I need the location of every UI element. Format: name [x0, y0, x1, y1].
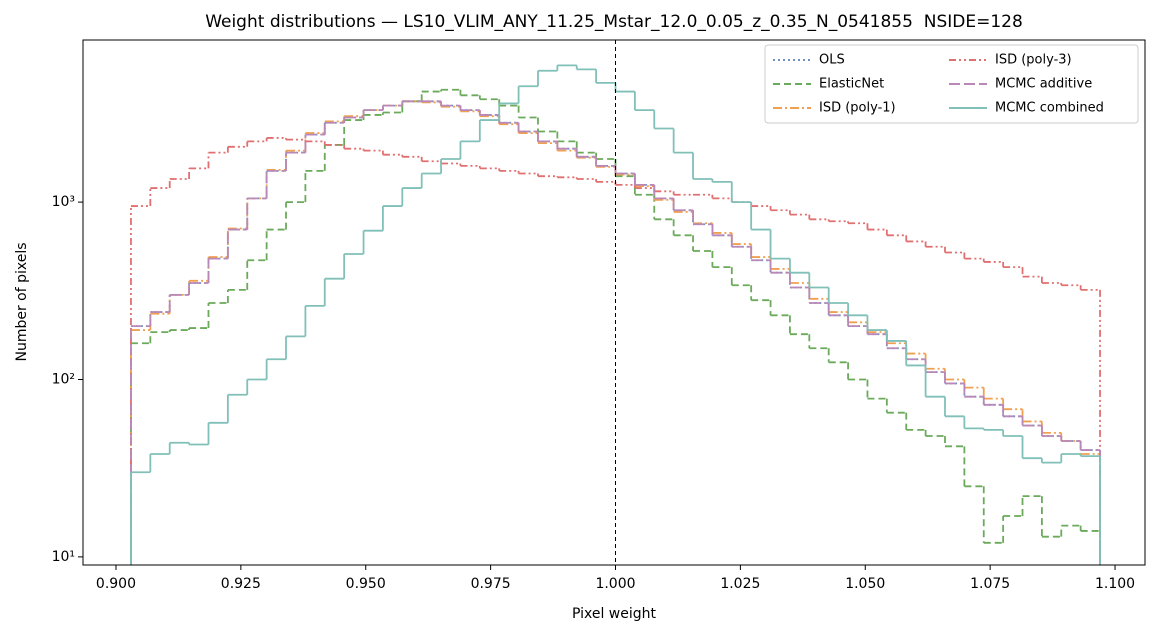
legend-label: MCMC additive: [995, 77, 1092, 92]
y-axis-label: Number of pixels: [14, 242, 30, 361]
x-axis-label: Pixel weight: [572, 606, 657, 622]
x-tick-label: 1.075: [970, 576, 1010, 592]
y-tick-label: 10¹: [52, 549, 75, 565]
plot-area: [130, 40, 1101, 565]
plot-frame: [82, 39, 1146, 566]
y-tick-label: 10³: [52, 194, 75, 210]
x-tick-label: 1.000: [595, 576, 635, 592]
legend-label: OLS: [819, 53, 845, 68]
x-tick-label: 1.100: [1095, 576, 1135, 592]
x-tick-label: 0.950: [346, 576, 386, 592]
x-tick-label: 1.050: [845, 576, 885, 592]
x-tick-label: 0.975: [471, 576, 511, 592]
x-tick-label: 1.025: [720, 576, 760, 592]
legend: OLS ElasticNet ISD (poly-1) ISD (poly-3) MCM…: [764, 44, 1139, 124]
legend-label: ElasticNet: [819, 77, 884, 92]
series: [130, 137, 1101, 565]
legend-label: MCMC combined: [995, 101, 1104, 116]
series: [130, 64, 1101, 565]
series: [130, 100, 1101, 565]
y-tick-label: 10²: [52, 371, 75, 387]
x-tick-label: 0.925: [221, 576, 261, 592]
chart-title: Weight distributions — LS10_VLIM_ANY_11.…: [205, 12, 1023, 32]
legend-label: ISD (poly-1): [819, 101, 896, 116]
legend-label: ISD (poly-3): [995, 53, 1072, 68]
x-tick-label: 0.900: [96, 576, 136, 592]
